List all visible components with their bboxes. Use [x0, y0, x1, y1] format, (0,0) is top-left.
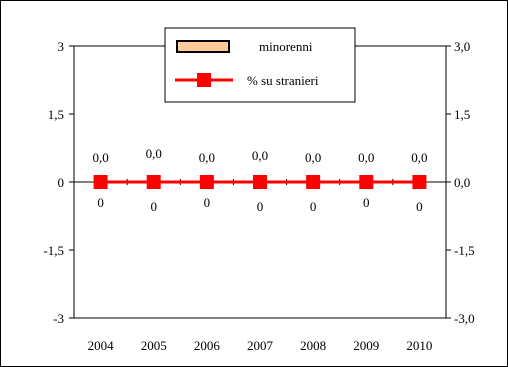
- line-marker: [93, 175, 108, 189]
- legend-label-minorenni: minorenni: [259, 39, 313, 54]
- left-axis-tick-label: 3: [58, 39, 65, 54]
- line-data-label: 0,0: [252, 148, 268, 163]
- line-data-label: 0,0: [199, 150, 215, 165]
- bar-data-label: 0: [150, 199, 157, 214]
- left-axis-tick-label: 0: [58, 175, 65, 190]
- line-data-label: 0,0: [92, 150, 108, 165]
- category-tick-label: 2010: [406, 338, 432, 353]
- line-data-label: 0,0: [411, 150, 427, 165]
- line-data-label: 0,0: [146, 146, 162, 161]
- left-axis-tick-label: -1,5: [43, 243, 64, 258]
- left-axis-tick-label: -3: [53, 311, 64, 326]
- right-axis-tick-label: -1,5: [454, 243, 475, 258]
- line-marker: [306, 175, 321, 189]
- right-axis-tick-label: -3,0: [454, 311, 475, 326]
- bar-data-label: 0: [204, 195, 211, 210]
- line-marker: [412, 175, 427, 189]
- category-tick-label: 2007: [247, 338, 274, 353]
- bar-data-label: 0: [416, 199, 423, 214]
- line-data-label: 0,0: [305, 150, 321, 165]
- legend-swatch-minorenni: [176, 40, 230, 53]
- line-data-label: 0,0: [358, 150, 374, 165]
- bar-data-label: 0: [310, 199, 317, 214]
- line-marker: [199, 175, 214, 189]
- right-axis-tick-label: 0,0: [454, 175, 470, 190]
- right-axis-tick-label: 1,5: [454, 107, 470, 122]
- line-marker: [359, 175, 374, 189]
- bar-data-label: 0: [363, 195, 370, 210]
- right-axis-tick-label: 3,0: [454, 39, 470, 54]
- line-marker: [146, 175, 161, 189]
- bar-data-label: 0: [97, 195, 104, 210]
- left-axis-tick-label: 1,5: [48, 107, 64, 122]
- bar-data-label: 0: [257, 199, 264, 214]
- category-tick-label: 2006: [194, 338, 221, 353]
- legend-label-percent: % su stranieri: [247, 73, 319, 88]
- legend-marker-percent: [197, 73, 211, 87]
- line-marker: [253, 175, 267, 189]
- category-tick-label: 2008: [300, 338, 326, 353]
- category-tick-label: 2009: [353, 338, 379, 353]
- category-tick-label: 2005: [141, 338, 167, 353]
- category-tick-label: 2004: [88, 338, 115, 353]
